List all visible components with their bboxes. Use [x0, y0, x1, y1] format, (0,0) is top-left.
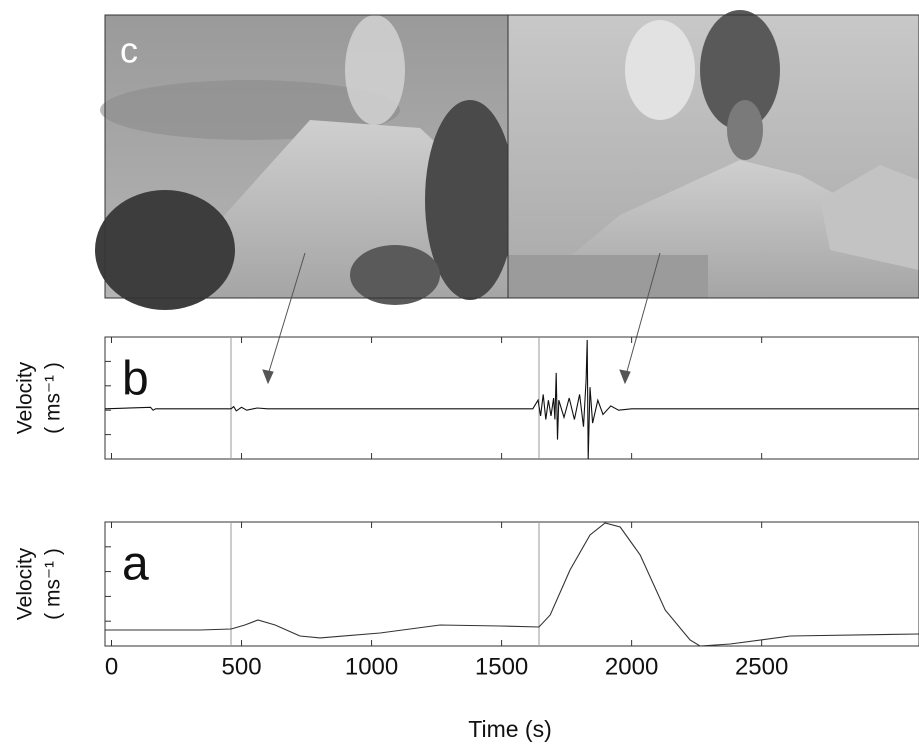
- x-tick-label: 1000: [345, 653, 398, 680]
- x-axis-label: Time (s): [468, 716, 551, 742]
- panel-label: b: [122, 353, 149, 406]
- arrows: [262, 252, 661, 385]
- series-line: [105, 522, 919, 647]
- x-tick-label: 1500: [475, 653, 528, 680]
- photo-frame: [104, 14, 919, 299]
- panel-label: a: [122, 538, 149, 591]
- plot-frame: [104, 521, 919, 647]
- series-line: [104, 339, 919, 460]
- x-tick-label: 0: [105, 653, 118, 680]
- photo-left: [95, 15, 515, 310]
- plot-frame: [104, 336, 919, 460]
- x-tick-label: 2500: [735, 653, 788, 680]
- panel-label: c: [120, 30, 138, 71]
- y-axis-label: Velocity: [14, 547, 37, 620]
- y-axis-label: Velocity: [14, 361, 37, 434]
- photo-right: [508, 10, 919, 298]
- x-tick-label: 500: [222, 653, 262, 680]
- y-axis-unit: ( ms⁻¹ ): [42, 362, 65, 434]
- y-axis-unit: ( ms⁻¹ ): [42, 548, 65, 620]
- x-tick-label: 2000: [605, 653, 658, 680]
